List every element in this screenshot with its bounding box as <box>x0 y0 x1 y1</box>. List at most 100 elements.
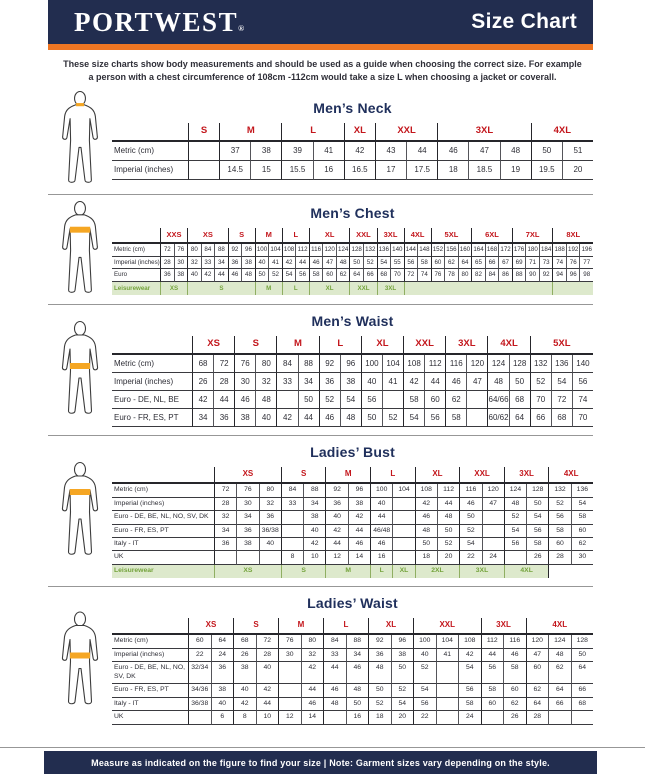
table-cell: 55 <box>390 256 404 270</box>
size-group-header: XS <box>187 227 228 244</box>
table-cell <box>466 409 488 428</box>
table-cell: 16 <box>345 711 368 725</box>
size-group-header: M <box>219 122 282 142</box>
table-cell: 34 <box>297 373 319 392</box>
table-cell: 66 <box>362 269 377 283</box>
size-table-corner <box>112 618 188 636</box>
leisurewear-cell: 3XL <box>376 282 404 295</box>
table-cell: 36 <box>325 497 348 512</box>
table-cell: 78 <box>444 269 458 283</box>
table-cell: 104 <box>392 484 415 498</box>
table-cell: 58 <box>445 409 467 428</box>
table-cell: 36 <box>318 373 340 392</box>
table-cell: 76 <box>430 269 445 283</box>
table-cell: 47 <box>322 256 336 270</box>
table-cell: 30 <box>234 373 256 392</box>
row-label: Euro - FR, ES, PT <box>112 684 188 698</box>
table-cell: 38 <box>390 648 413 663</box>
size-group-header: 4XL <box>403 227 431 244</box>
table-cell <box>570 711 593 725</box>
size-group-header: XXL <box>459 467 504 485</box>
table-cell: 52 <box>548 497 571 512</box>
logo-text: PORTWEST <box>74 6 239 37</box>
table-cell: 54 <box>390 697 413 712</box>
table-cell: 92 <box>318 355 340 374</box>
table-cell: 56 <box>571 373 593 392</box>
table-cell: 41 <box>312 141 344 161</box>
table-cell: 40 <box>255 662 278 685</box>
table-cell: 124 <box>487 355 509 374</box>
table-cell: 44 <box>255 697 278 712</box>
table-cell: 54 <box>570 497 593 512</box>
row-label: Imperial (inches) <box>112 373 192 392</box>
table-cell: 36 <box>236 524 259 538</box>
table-cell: 50 <box>368 684 391 698</box>
header-bar: PORTWEST® Size Chart <box>48 0 593 44</box>
section-title: Men’s Waist <box>311 313 394 330</box>
table-cell: 42 <box>276 409 298 428</box>
table-cell: 74 <box>571 391 593 410</box>
table-cell: 66 <box>548 697 571 712</box>
table-cell: 41 <box>435 648 458 663</box>
size-group-header: 3XL <box>376 227 404 244</box>
table-cell <box>503 551 527 565</box>
table-cell: 54 <box>550 373 572 392</box>
footer-bar: Measure as indicated on the figure to fi… <box>44 751 597 774</box>
table-cell: 17 <box>374 160 407 180</box>
table-cell: 41 <box>381 373 404 392</box>
table-cell: 104 <box>435 635 458 649</box>
table-cell: 36 <box>258 511 281 525</box>
table-cell: 68 <box>233 635 256 649</box>
table-cell: 44 <box>480 648 503 663</box>
table-cell: 19 <box>499 160 531 180</box>
table-cell: 48 <box>323 697 346 712</box>
row-label: Euro - DE, BE, NL, NO, SV, DK <box>112 511 214 525</box>
table-cell: 33 <box>323 648 346 663</box>
size-group-header: XXS <box>160 227 188 244</box>
table-cell: 58 <box>548 524 571 538</box>
table-cell: 42 <box>403 373 425 392</box>
table-cell: 88 <box>303 484 326 498</box>
table-cell: 34 <box>236 511 259 525</box>
table-cell: 112 <box>480 635 503 649</box>
leisurewear-cell: XL <box>392 564 415 579</box>
table-cell: 92 <box>368 635 391 649</box>
table-cell: 70 <box>390 269 404 283</box>
table-cell <box>280 511 304 525</box>
table-cell: 60 <box>188 635 211 649</box>
section-layout: Ladies’ Bust XS S M L XL XXL 3XL 4XL Metric (cm) 7… <box>48 442 593 579</box>
table-cell <box>435 684 458 698</box>
table-cell: 48 <box>339 409 361 428</box>
table-cell: 70 <box>529 391 551 410</box>
table-cell: 72 <box>160 243 174 257</box>
table-cell: 10 <box>255 711 278 725</box>
size-group-header: 7XL <box>511 227 553 244</box>
size-group-header: XXL <box>413 618 481 636</box>
table-cell: 42 <box>192 391 214 410</box>
table-cell: 148 <box>417 243 431 257</box>
row-label: Imperial (inches) <box>112 649 188 663</box>
table-cell: 76 <box>173 243 188 257</box>
table-cell: 104 <box>268 243 282 257</box>
table-cell: 64/66 <box>487 391 509 410</box>
table-cell: 58 <box>570 511 593 525</box>
table-cell: 48 <box>548 648 571 663</box>
table-cell: 47 <box>525 648 548 663</box>
size-group-header: XL <box>308 227 350 244</box>
table-cell <box>392 551 415 565</box>
table-cell: 100 <box>370 484 393 498</box>
table-cell: 176 <box>511 243 526 257</box>
table-cell: 33 <box>280 497 304 512</box>
table-cell: 44 <box>406 141 438 161</box>
table-cell: 60 <box>424 391 446 410</box>
size-group-header: M <box>325 467 371 485</box>
table-cell <box>188 160 220 180</box>
leisurewear-cell: S <box>280 564 326 579</box>
table-cell: 44 <box>300 684 323 698</box>
table-cell: 60/62 <box>487 409 509 428</box>
table-cell: 36 <box>214 538 237 552</box>
table-cell: 42 <box>343 141 375 161</box>
table-cell: 50 <box>459 511 482 525</box>
table-cell: 72 <box>550 391 572 410</box>
table-cell: 48 <box>499 141 531 161</box>
